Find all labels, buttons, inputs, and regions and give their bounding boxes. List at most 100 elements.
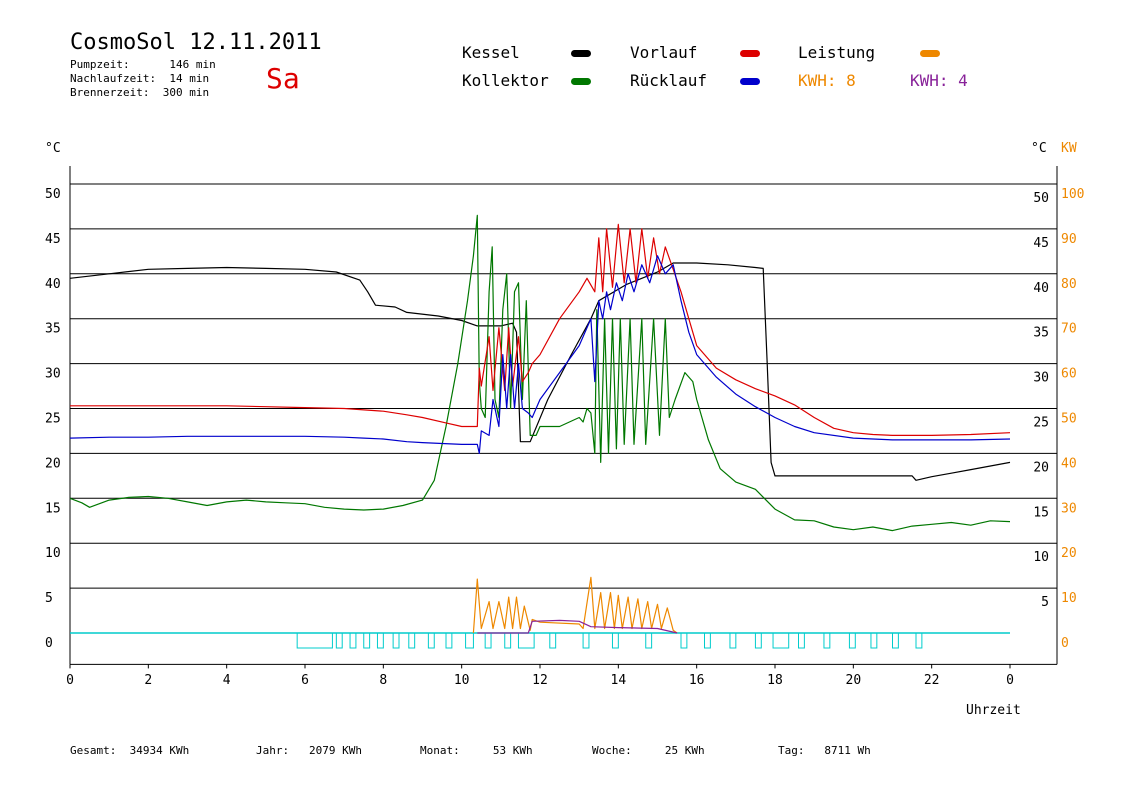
pump-segment [582,632,590,649]
pump-segment [892,632,899,649]
y-tick-label-left: 30 [45,367,61,382]
y-tick-label-left: 45 [45,232,61,247]
x-axis-label: Uhrzeit [966,703,1021,718]
y-tick-label-kw: 30 [1061,501,1077,516]
y-tick-label-left: 10 [45,546,61,561]
x-tick-label: 12 [532,673,548,688]
y-tick-label-left: 50 [45,187,61,202]
pump-segment [798,632,805,649]
y-tick-label-kw: 80 [1061,277,1077,292]
y-tick-label-left: 0 [45,636,53,651]
footer-gesamt: Gesamt: 34934 KWh [70,744,190,757]
pump-segment [465,632,474,649]
y-tick-label-left: 5 [45,591,53,606]
pump-segment [754,632,762,649]
y-tick-label-kw: 60 [1061,367,1077,382]
pump-segment [445,632,453,649]
series-line-leistung [472,576,678,634]
pumpzeit-label: Pumpzeit: 146 min [70,58,216,71]
y-tick-label-kw: 0 [1061,636,1069,651]
legend-leistung-label: Leistung [798,43,876,62]
legend-vorlauf-label: Vorlauf [630,43,698,62]
y-tick-label-kw: 100 [1061,187,1084,202]
series-line-vorlauf [70,223,1011,436]
y-axis-label-left: °C [45,141,61,156]
pump-segment [517,632,535,649]
pump-segment [848,632,856,649]
legend-ruecklauf-swatch [740,78,760,85]
pump-segment [335,632,343,649]
pump-segment [408,632,416,649]
pump-segment [645,632,653,649]
y-tick-label-kw: 50 [1061,412,1077,427]
x-tick-label: 20 [846,673,862,688]
legend-kollektor-label: Kollektor [462,71,549,90]
y-axis-label-right: °C [1031,141,1047,156]
pump-segment [915,632,923,649]
y-tick-label-left: 40 [45,277,61,292]
y-axis-label-kw: KW [1061,141,1077,156]
pump-segment [484,632,492,649]
y-tick-label-right: 15 [1033,505,1049,520]
y-tick-label-left: 15 [45,501,61,516]
pump-segment [704,632,711,649]
y-tick-label-left: 35 [45,322,61,337]
x-tick-label: 0 [1006,673,1014,688]
y-tick-label-left: 20 [45,456,61,471]
footer-jahr: Jahr: 2079 KWh [256,744,362,757]
legend-kollektor-swatch [571,78,591,85]
pump-segment [296,632,333,649]
legend-ruecklauf-label: Rücklauf [630,71,708,90]
legend-leistung-swatch [920,50,940,57]
y-tick-label-right: 5 [1041,595,1049,610]
y-tick-label-kw: 10 [1061,591,1077,606]
y-tick-label-kw: 20 [1061,546,1077,561]
legend-kwh1-label: KWH: 8 [798,71,856,90]
pump-segment [549,632,557,649]
pump-segment [680,632,688,649]
series-line-kwh2 [477,619,678,634]
x-tick-label: 22 [924,673,940,688]
x-tick-label: 0 [66,673,74,688]
y-tick-label-right: 35 [1033,326,1049,341]
legend-vorlauf-swatch [740,50,760,57]
y-tick-label-right: 20 [1033,460,1049,475]
footer-monat: Monat: 53 KWh [420,744,533,757]
x-tick-label: 6 [301,673,309,688]
legend-kessel-label: Kessel [462,43,520,62]
legend-kessel-swatch [571,50,591,57]
x-tick-label: 14 [611,673,627,688]
y-tick-label-kw: 70 [1061,322,1077,337]
pump-segment [772,632,790,649]
pump-segment [376,632,384,649]
series-line-kessel [69,262,1011,481]
footer-tag: Tag: 8711 Wh [778,744,871,757]
y-tick-label-right: 10 [1033,550,1049,565]
x-tick-label: 4 [223,673,231,688]
x-tick-label: 10 [454,673,470,688]
nachlaufzeit-label: Nachlaufzeit: 14 min [70,72,210,85]
series-line-r-cklauf [69,255,1011,454]
chart-title: CosmoSol 12.11.2011 [70,30,322,55]
y-tick-label-right: 40 [1033,281,1049,296]
y-tick-label-right: 25 [1033,416,1049,431]
y-tick-label-right: 30 [1033,371,1049,386]
weekday-label: Sa [266,62,300,95]
y-tick-label-kw: 40 [1061,456,1077,471]
legend-kwh2-label: KWH: 4 [910,71,968,90]
brennerzeit-label: Brennerzeit: 300 min [70,86,210,99]
y-tick-label-right: 45 [1033,236,1049,251]
x-tick-label: 18 [767,673,783,688]
pump-segment [823,632,831,649]
pump-segment [729,632,737,649]
x-tick-label: 2 [144,673,152,688]
pump-segment [870,632,878,649]
pump-segment [363,632,371,649]
series-line-kollektor [69,214,1011,532]
y-tick-label-kw: 90 [1061,232,1077,247]
x-tick-label: 8 [379,673,387,688]
pump-segment [392,632,400,649]
y-tick-label-right: 50 [1033,191,1049,206]
y-tick-label-left: 25 [45,412,61,427]
